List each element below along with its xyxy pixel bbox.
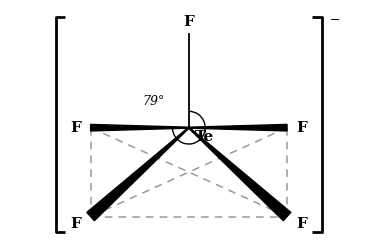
Polygon shape [189, 124, 287, 131]
Text: F: F [296, 121, 307, 135]
Text: F: F [70, 121, 81, 135]
Text: −: − [330, 14, 341, 27]
Text: 79°: 79° [142, 95, 164, 108]
Polygon shape [91, 124, 189, 131]
Text: F: F [183, 15, 194, 29]
Polygon shape [87, 127, 189, 221]
Text: Te: Te [195, 130, 214, 144]
Polygon shape [188, 127, 291, 221]
Text: F: F [70, 217, 81, 231]
Text: F: F [296, 217, 307, 231]
